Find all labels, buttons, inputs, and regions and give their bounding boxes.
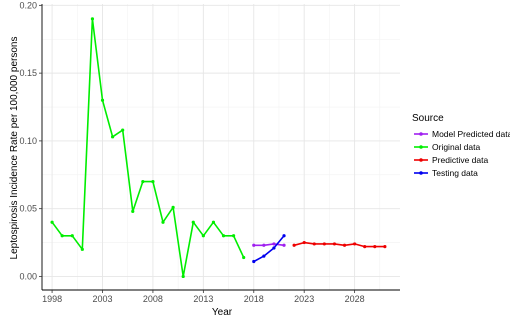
- data-point: [100, 98, 105, 102]
- legend-key-point: [419, 171, 423, 175]
- data-point: [342, 243, 347, 247]
- series-original-data: [50, 17, 246, 279]
- data-point: [353, 242, 357, 246]
- data-point: [252, 259, 256, 264]
- series-model-predicted-data: [252, 242, 286, 247]
- y-tick-label: 0.15: [19, 68, 37, 78]
- data-point: [151, 179, 155, 184]
- data-point: [171, 205, 175, 209]
- series-line: [293, 241, 385, 248]
- data-point: [322, 242, 326, 246]
- data-point: [262, 243, 266, 247]
- data-point: [141, 179, 145, 184]
- legend: Source Model Predicted data Original data…: [412, 113, 510, 178]
- series-line: [51, 18, 245, 278]
- legend-label: Model Predicted data: [432, 129, 510, 139]
- data-point: [363, 245, 367, 249]
- data-point: [272, 242, 276, 246]
- data-point: [221, 234, 226, 238]
- legend-item: Original data: [414, 142, 480, 152]
- data-point: [211, 220, 216, 224]
- legend-item: Predictive data: [414, 155, 488, 165]
- data-point: [242, 255, 246, 260]
- data-point: [252, 243, 256, 247]
- data-point: [282, 234, 286, 238]
- x-tick-label: 1998: [42, 294, 62, 304]
- x-tick-label: 2003: [92, 294, 112, 304]
- y-tick-label: 0.20: [19, 0, 37, 10]
- data-point: [161, 220, 165, 224]
- legend-label: Testing data: [432, 168, 478, 178]
- series-testing-data: [252, 234, 286, 264]
- data-point: [80, 247, 84, 251]
- data-point: [272, 246, 276, 250]
- legend-title: Source: [412, 113, 444, 124]
- data-point: [110, 135, 115, 139]
- data-point: [70, 234, 74, 238]
- legend-item: Testing data: [414, 168, 478, 178]
- data-point: [201, 234, 205, 238]
- data-point: [312, 242, 316, 246]
- data-point: [121, 128, 125, 132]
- data-point: [262, 254, 266, 258]
- x-tick-label: 2018: [244, 294, 264, 304]
- data-point: [383, 245, 387, 249]
- legend-key-point: [419, 158, 423, 162]
- x-tick-label: 2023: [294, 294, 314, 304]
- data-point: [90, 17, 95, 21]
- y-tick-label: 0.00: [19, 271, 37, 281]
- x-tick-label: 2008: [143, 294, 163, 304]
- legend-item: Model Predicted data: [414, 129, 510, 139]
- data-point: [332, 242, 337, 246]
- grid: [42, 4, 400, 290]
- legend-label: Original data: [432, 142, 480, 152]
- data-point: [60, 234, 64, 238]
- y-axis-title: Leptospirosis Incidence Rate per 100,000…: [9, 37, 20, 260]
- y-tick-label: 0.05: [19, 204, 37, 214]
- x-tick-label: 2013: [193, 294, 213, 304]
- series-predictive-data: [292, 240, 387, 249]
- legend-label: Predictive data: [432, 155, 488, 165]
- y-tick-label: 0.10: [19, 136, 37, 146]
- plot-series: [50, 17, 387, 279]
- x-axis-title: Year: [212, 307, 233, 318]
- series-line: [253, 235, 285, 263]
- series-line: [253, 243, 285, 247]
- x-tick-label: 2028: [345, 294, 365, 304]
- legend-key-point: [419, 145, 423, 149]
- legend-key-point: [419, 132, 423, 136]
- data-point: [232, 234, 236, 238]
- data-point: [302, 240, 306, 245]
- data-point: [181, 274, 185, 279]
- data-point: [282, 243, 286, 247]
- axes: 1998 2003 2008 2013 2018 2023 2028 0.00 0.05 0.10…: [19, 0, 400, 304]
- data-point: [373, 245, 377, 249]
- data-point: [50, 220, 54, 224]
- data-point: [292, 243, 296, 247]
- data-point: [131, 209, 135, 213]
- data-point: [191, 220, 195, 224]
